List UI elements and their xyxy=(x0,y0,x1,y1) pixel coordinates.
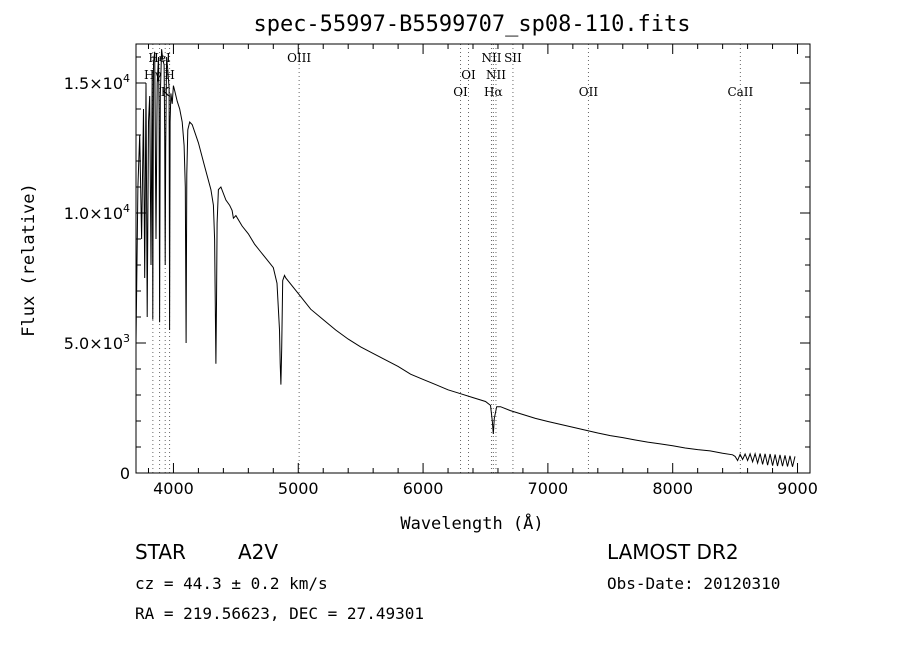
y-tick-label: 5.0×103 xyxy=(64,332,130,353)
x-tick-label: 4000 xyxy=(153,479,194,498)
obs-date: Obs-Date: 20120310 xyxy=(607,574,781,593)
spectral-line-label: OII xyxy=(579,85,599,99)
spectral-line-label: OI xyxy=(453,85,468,99)
x-axis-label: Wavelength (Å) xyxy=(400,512,543,534)
y-tick-label: 1.5×104 xyxy=(64,72,130,93)
x-tick-label: 9000 xyxy=(777,479,818,498)
y-axis-label: Flux (relative) xyxy=(19,183,39,337)
axes: 4000 5000 6000 7000 8000 9000 0 5.0×103 1.0×104 1… xyxy=(64,43,818,498)
x-tick-label: 7000 xyxy=(528,479,569,498)
spectrum-series-line xyxy=(135,49,796,467)
chart-title: spec-55997-B5599707_sp08-110.fits xyxy=(253,12,690,37)
redshift-cz: cz = 44.3 ± 0.2 km/s xyxy=(135,574,328,593)
x-tick-label: 6000 xyxy=(403,479,444,498)
spectral-class: A2V xyxy=(238,540,279,564)
y-tick-label: 1.0×104 xyxy=(64,202,130,223)
x-tick-label: 8000 xyxy=(652,479,693,498)
survey-name: LAMOST DR2 xyxy=(607,540,739,564)
spectral-line-label: SII xyxy=(504,51,522,65)
spectral-line-label: Hα xyxy=(484,85,503,99)
object-type: STAR xyxy=(135,540,186,564)
plot-frame xyxy=(135,43,811,474)
spectral-line-label: OI xyxy=(461,68,476,82)
spectral-line-label: OIII xyxy=(287,51,311,65)
coordinates: RA = 219.56623, DEC = 27.49301 xyxy=(135,604,424,623)
spectral-line-label: H xyxy=(164,68,174,82)
y-tick-label: 0 xyxy=(120,464,130,483)
spectral-line-label: CaII xyxy=(727,85,753,99)
spectral-line-label: NII xyxy=(486,68,506,82)
spectral-line-label: NII xyxy=(481,51,501,65)
spectral-line-label: K xyxy=(161,85,171,99)
x-tick-label: 5000 xyxy=(278,479,319,498)
